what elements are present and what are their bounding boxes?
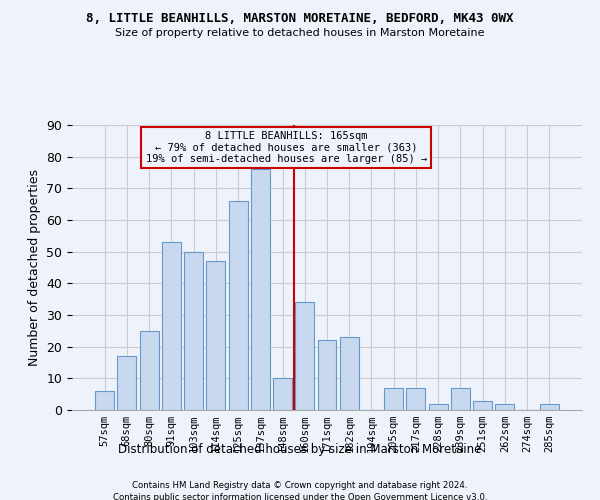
Bar	[229, 201, 248, 410]
Bar	[184, 252, 203, 410]
Bar	[429, 404, 448, 410]
Text: Size of property relative to detached houses in Marston Moretaine: Size of property relative to detached ho…	[115, 28, 485, 38]
Bar	[295, 302, 314, 410]
Bar	[451, 388, 470, 410]
Bar	[95, 391, 114, 410]
Bar	[406, 388, 425, 410]
Bar	[317, 340, 337, 410]
Bar	[473, 400, 492, 410]
Bar	[340, 337, 359, 410]
Bar	[162, 242, 181, 410]
Text: Distribution of detached houses by size in Marston Moretaine: Distribution of detached houses by size …	[118, 442, 482, 456]
Text: 8, LITTLE BEANHILLS, MARSTON MORETAINE, BEDFORD, MK43 0WX: 8, LITTLE BEANHILLS, MARSTON MORETAINE, …	[86, 12, 514, 26]
Bar	[206, 261, 225, 410]
Bar	[384, 388, 403, 410]
Y-axis label: Number of detached properties: Number of detached properties	[28, 169, 41, 366]
Bar	[496, 404, 514, 410]
Text: Contains public sector information licensed under the Open Government Licence v3: Contains public sector information licen…	[113, 492, 487, 500]
Bar	[140, 331, 158, 410]
Text: 8 LITTLE BEANHILLS: 165sqm
← 79% of detached houses are smaller (363)
19% of sem: 8 LITTLE BEANHILLS: 165sqm ← 79% of deta…	[146, 130, 427, 164]
Bar	[118, 356, 136, 410]
Bar	[251, 170, 270, 410]
Bar	[273, 378, 292, 410]
Text: Contains HM Land Registry data © Crown copyright and database right 2024.: Contains HM Land Registry data © Crown c…	[132, 481, 468, 490]
Bar	[540, 404, 559, 410]
